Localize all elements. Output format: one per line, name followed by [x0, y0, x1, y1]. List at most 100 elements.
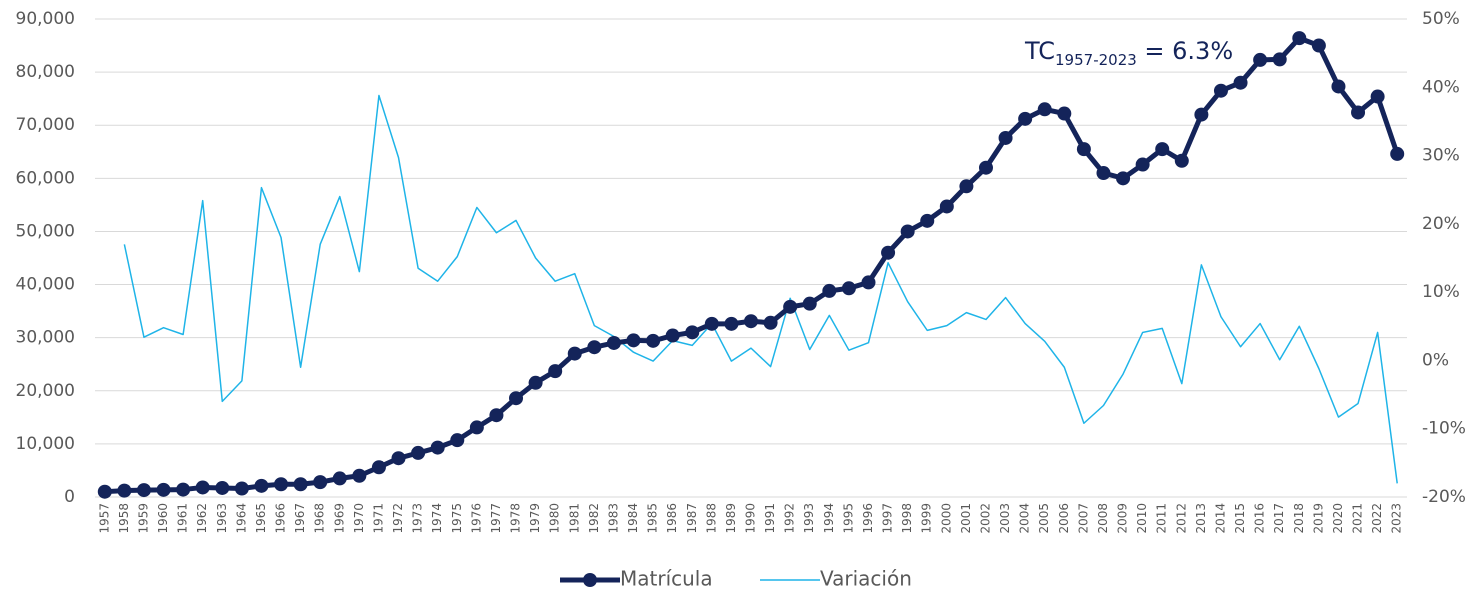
point: [1194, 107, 1209, 122]
x-tick-label: 1985: [646, 503, 660, 534]
x-tick-label: 1960: [156, 503, 170, 534]
x-tick-label: 2002: [978, 503, 992, 534]
x-tick-label: 1977: [489, 503, 503, 534]
x-tick-label: 1973: [411, 503, 425, 534]
point: [1331, 79, 1346, 94]
point: [1037, 102, 1052, 117]
x-tick-label: 2015: [1233, 503, 1247, 534]
point: [606, 335, 621, 350]
legend-label: Matrícula: [620, 567, 713, 591]
y-tick-label: 0: [64, 487, 75, 507]
point: [293, 477, 308, 492]
y2-tick-label: 10%: [1422, 282, 1460, 302]
point: [1096, 166, 1111, 181]
annotation-subscript: 1957-2023: [1055, 51, 1137, 69]
x-tick-label: 1980: [548, 503, 562, 534]
annotation-rest: = 6.3%: [1137, 37, 1233, 65]
x-tick-label: 1999: [920, 503, 934, 534]
point: [861, 275, 876, 290]
point: [352, 468, 367, 483]
point: [822, 283, 837, 298]
x-tick-label: 2007: [1076, 503, 1090, 534]
point: [1253, 52, 1268, 67]
y-tick-label: 30,000: [16, 328, 75, 348]
y-tick-label: 50,000: [16, 221, 75, 241]
y2-tick-label: 30%: [1422, 146, 1460, 166]
x-tick-label: 1961: [176, 503, 190, 534]
point: [1076, 142, 1091, 157]
x-tick-label: 1959: [136, 503, 150, 534]
point: [685, 325, 700, 340]
y2-tick-label: 50%: [1422, 9, 1460, 29]
x-tick-label: 1988: [704, 503, 718, 534]
x-tick-label: 1957: [97, 503, 111, 534]
point: [1233, 75, 1248, 90]
point: [587, 340, 602, 355]
x-tick-label: 2003: [998, 503, 1012, 534]
point: [1272, 52, 1287, 67]
y2-tick-label: 20%: [1422, 214, 1460, 234]
x-tick-label: 2013: [1194, 503, 1208, 534]
x-tick-label: 2010: [1135, 503, 1149, 534]
point: [1155, 142, 1170, 157]
point: [411, 445, 426, 460]
x-tick-label: 1989: [724, 503, 738, 534]
point: [391, 451, 406, 466]
x-tick-label: 1967: [293, 503, 307, 534]
point: [978, 160, 993, 175]
point: [783, 299, 798, 314]
point: [704, 316, 719, 331]
annotation-main: TC: [1024, 37, 1055, 65]
point: [1351, 105, 1366, 120]
x-tick-label: 2023: [1390, 503, 1404, 534]
point: [274, 477, 289, 492]
x-tick-label: 1993: [802, 503, 816, 534]
point: [920, 213, 935, 228]
x-tick-label: 2004: [1018, 503, 1032, 534]
x-tick-label: 1987: [685, 503, 699, 534]
x-tick-label: 2008: [1096, 503, 1110, 534]
point: [665, 328, 680, 343]
point: [509, 391, 524, 406]
point: [1292, 31, 1307, 46]
point: [1057, 106, 1072, 121]
x-tick-label: 2001: [959, 503, 973, 534]
x-tick-label: 1962: [195, 503, 209, 534]
x-tick-label: 2017: [1272, 503, 1286, 534]
point: [156, 482, 171, 497]
x-tick-label: 1958: [117, 503, 131, 534]
x-tick-label: 2021: [1351, 503, 1365, 534]
x-tick-label: 1971: [371, 503, 385, 534]
point: [215, 480, 230, 495]
point: [528, 375, 543, 390]
point: [959, 179, 974, 194]
point: [1018, 111, 1033, 126]
x-tick-label: 2011: [1155, 503, 1169, 534]
x-tick-label: 2020: [1331, 503, 1345, 534]
x-tick-label: 2012: [1174, 503, 1188, 534]
point: [450, 433, 465, 448]
point: [744, 314, 758, 329]
y2-tick-label: 40%: [1422, 77, 1460, 97]
point: [254, 478, 269, 493]
x-tick-label: 1978: [509, 503, 523, 534]
point: [724, 316, 739, 331]
point: [97, 484, 112, 499]
x-tick-label: 1986: [665, 503, 679, 534]
x-tick-label: 1974: [430, 503, 444, 534]
x-tick-label: 2014: [1213, 503, 1227, 534]
point: [567, 346, 582, 361]
x-tick-label: 1964: [234, 503, 248, 534]
x-tick-label: 1968: [313, 503, 327, 534]
point: [1116, 171, 1131, 186]
x-tick-label: 1996: [861, 503, 875, 534]
series-line: [104, 35, 1400, 495]
x-tick-label: 2019: [1311, 503, 1325, 534]
x-tick-label: 1965: [254, 503, 268, 534]
legend-marker: [583, 573, 597, 587]
x-tick-label: 2018: [1292, 503, 1306, 534]
y-tick-label: 20,000: [16, 381, 75, 401]
y2-tick-label: -10%: [1422, 419, 1466, 439]
x-tick-label: 2016: [1253, 503, 1267, 534]
x-tick-label: 1997: [881, 503, 895, 534]
